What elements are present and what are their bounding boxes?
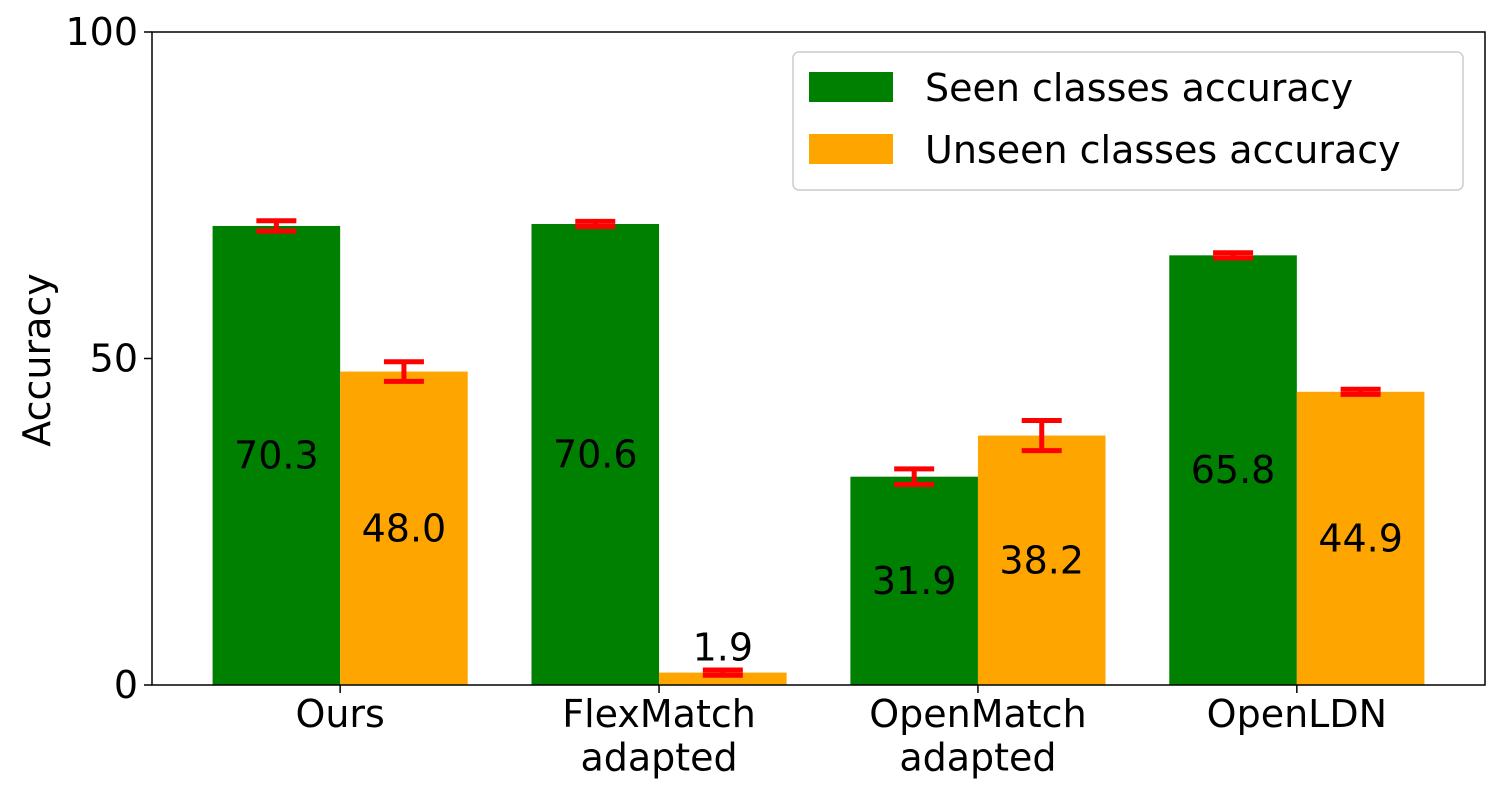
x-tick-label: OpenMatch adapted	[869, 692, 1086, 780]
error-bar	[1340, 386, 1381, 397]
value-label: 38.2	[999, 538, 1084, 582]
legend-swatch	[809, 134, 893, 164]
legend-box	[792, 51, 1464, 191]
y-tick-label: 100	[65, 10, 138, 54]
error-bar	[256, 218, 297, 234]
error-bar	[1021, 418, 1062, 454]
bar	[850, 476, 978, 685]
plot-frame	[151, 31, 1486, 686]
error-bar	[894, 466, 935, 488]
value-label: 48.0	[362, 506, 447, 550]
value-label: 1.9	[693, 626, 753, 670]
y-tick-label: 50	[90, 337, 138, 381]
error-bar	[1213, 250, 1254, 261]
value-label: 31.9	[872, 559, 957, 603]
bar	[977, 435, 1106, 685]
x-tick-label: Ours	[295, 692, 384, 736]
legend-swatch	[809, 72, 893, 102]
bar	[1169, 255, 1297, 686]
x-tick-label: OpenLDN	[1207, 692, 1387, 736]
error-bar	[383, 359, 424, 384]
bar	[659, 672, 787, 685]
x-tick-label: FlexMatch adapted	[562, 692, 756, 780]
value-label: 65.8	[1191, 448, 1276, 492]
legend-label: Unseen classes accuracy	[925, 128, 1401, 172]
bar	[531, 223, 660, 685]
bar	[212, 225, 341, 686]
error-bar	[702, 667, 743, 678]
bar	[1296, 391, 1425, 685]
value-label: 44.9	[1318, 516, 1403, 560]
y-tick-label: 0	[114, 663, 138, 707]
legend-label: Seen classes accuracy	[925, 66, 1353, 110]
bar	[340, 371, 468, 685]
error-bar	[575, 218, 616, 230]
y-axis-label: Accuracy	[15, 273, 59, 447]
value-label: 70.6	[553, 432, 638, 476]
value-label: 70.3	[234, 433, 319, 477]
